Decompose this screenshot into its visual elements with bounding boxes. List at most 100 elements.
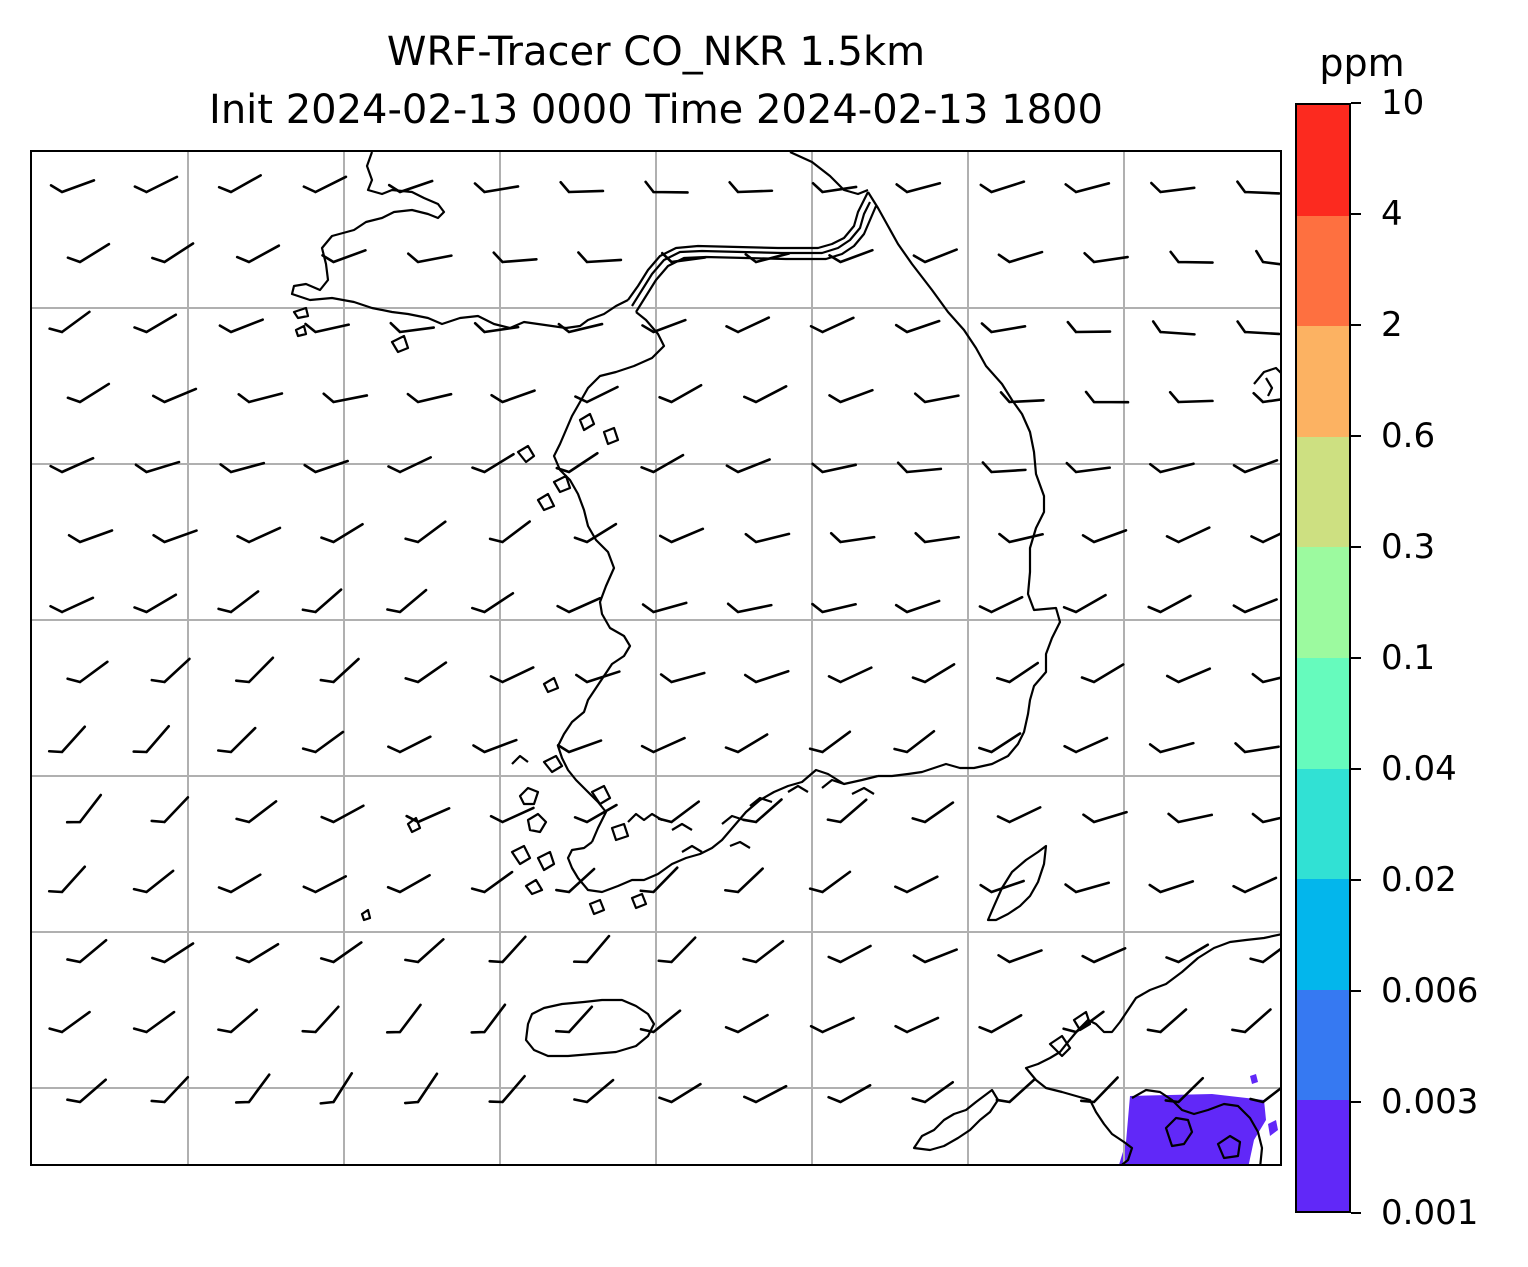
wind-barb xyxy=(216,726,257,754)
wind-barb-glyph xyxy=(49,179,96,194)
wind-barb-glyph xyxy=(1081,947,1127,964)
wind-barb-glyph xyxy=(811,182,858,194)
wind-barb-glyph xyxy=(1080,663,1125,684)
wind-barb xyxy=(404,661,448,684)
wind-barb xyxy=(912,948,958,964)
wind-barb xyxy=(47,865,87,894)
wind-barb-glyph xyxy=(1255,249,1280,268)
wind-barb xyxy=(1151,320,1196,336)
wind-barb-glyph xyxy=(301,730,345,754)
wind-barb-glyph xyxy=(725,316,771,334)
wind-barb-glyph xyxy=(217,873,262,894)
wind-barb xyxy=(1066,320,1112,334)
wind-barb-glyph xyxy=(896,461,943,474)
wind-barb xyxy=(724,1013,769,1034)
wind-barb-glyph xyxy=(554,1005,594,1034)
wind-barb xyxy=(404,938,445,964)
wind-barb-glyph xyxy=(235,244,281,264)
wind-barb xyxy=(65,793,103,824)
wind-barb xyxy=(471,452,515,474)
wind-barb xyxy=(556,739,603,754)
wind-barb xyxy=(320,522,364,544)
wind-barb xyxy=(1232,876,1278,894)
wind-barb-glyph xyxy=(828,388,874,404)
wind-barb-glyph xyxy=(150,1075,190,1104)
wind-barb-glyph xyxy=(405,807,451,824)
wind-barb xyxy=(1249,940,1280,964)
colorbar-tick-mark xyxy=(1351,879,1361,881)
wind-barb-glyph xyxy=(914,531,960,544)
wind-barb-glyph xyxy=(319,657,360,684)
wind-barb-glyph xyxy=(1165,667,1212,684)
wind-barb-glyph xyxy=(639,1009,682,1034)
wind-barb xyxy=(1062,593,1107,614)
wind-barb xyxy=(234,656,275,684)
wind-barb-glyph xyxy=(827,1084,872,1104)
wind-barb-glyph xyxy=(979,180,1026,194)
wind-barb xyxy=(217,590,260,614)
wind-barb xyxy=(387,735,432,754)
wind-barb-glyph xyxy=(473,182,520,194)
wind-barb-glyph xyxy=(301,588,343,614)
wind-barb-glyph xyxy=(406,252,453,264)
wind-barb-glyph xyxy=(742,939,785,964)
colorbar-segment xyxy=(1297,105,1349,216)
colorbar-tick-label: 0.003 xyxy=(1381,1082,1479,1122)
colorbar-unit-label: ppm xyxy=(1319,41,1405,85)
wind-barb xyxy=(1252,391,1280,404)
wind-barb xyxy=(914,531,960,544)
wind-barb xyxy=(404,520,447,544)
wind-barb-glyph xyxy=(404,661,448,684)
wind-barb-glyph xyxy=(133,313,178,334)
colorbar-segment xyxy=(1297,215,1349,327)
wind-barb xyxy=(385,1003,422,1034)
wind-barb xyxy=(995,661,1040,684)
wind-barb-glyph xyxy=(66,1078,107,1104)
wind-barb xyxy=(1236,320,1280,336)
wind-barb xyxy=(894,319,941,334)
colorbar-tick-mark xyxy=(1351,102,1361,104)
wind-barb-glyph xyxy=(641,601,688,614)
wind-barb xyxy=(134,460,181,474)
wind-barb-glyph xyxy=(641,318,687,334)
wind-barb xyxy=(488,935,527,964)
wind-barb-glyph xyxy=(997,949,1043,964)
coastline-west-islands xyxy=(292,306,648,922)
wind-barb-glyph xyxy=(134,460,181,474)
wind-barb-glyph xyxy=(387,179,434,194)
wind-barb xyxy=(811,602,857,614)
coastline-northeast-inlet xyxy=(1253,366,1280,397)
wind-barb-glyph xyxy=(559,180,605,194)
wind-barb xyxy=(472,738,518,754)
wind-barb xyxy=(406,392,453,404)
wind-barb xyxy=(555,867,596,894)
wind-barb-glyph xyxy=(572,934,611,964)
wind-barb xyxy=(744,532,791,544)
wind-barb xyxy=(301,730,345,754)
wind-barb-glyph xyxy=(322,392,369,404)
wind-barb xyxy=(235,244,281,264)
wind-barb xyxy=(1062,1010,1105,1034)
wind-barb-glyph xyxy=(894,599,941,614)
wind-barb xyxy=(49,456,95,474)
wind-barb xyxy=(913,392,960,404)
wind-barb-glyph xyxy=(978,595,1024,614)
wind-barb xyxy=(1148,741,1195,754)
wind-barb xyxy=(322,392,369,404)
wind-barb-glyph xyxy=(471,452,515,474)
wind-barb xyxy=(150,657,191,684)
wind-barb xyxy=(132,724,171,754)
colorbar-tick-label: 0.006 xyxy=(1381,971,1479,1011)
wind-barb xyxy=(1080,663,1125,684)
wind-barb-glyph xyxy=(981,461,1027,474)
wind-barb-glyph xyxy=(1234,742,1280,754)
wind-barb-glyph xyxy=(150,796,190,824)
wind-barb xyxy=(980,322,1027,334)
wind-barb xyxy=(1165,526,1211,544)
coastline-japan-kyushu-north xyxy=(1024,933,1280,1164)
wind-barb xyxy=(893,729,936,754)
wind-barb-glyph xyxy=(236,526,282,544)
wind-barb-glyph xyxy=(386,588,428,614)
wind-barb xyxy=(1147,594,1192,614)
wind-barb-glyph xyxy=(809,316,855,334)
